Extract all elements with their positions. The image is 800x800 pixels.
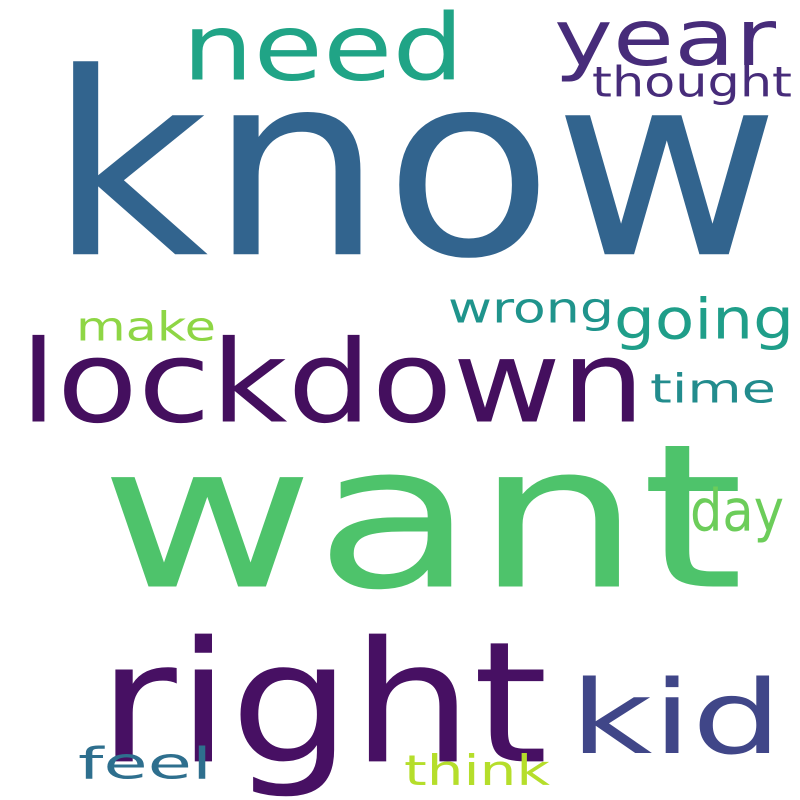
word-thought: thought [592, 58, 792, 107]
word-going: going [614, 287, 794, 353]
word-day: day [690, 477, 784, 545]
word-think: think [404, 746, 550, 795]
word-know: know [48, 18, 780, 315]
word-need: need [182, 0, 464, 102]
word-kid: kid [570, 659, 782, 778]
word-right: right [98, 606, 548, 800]
word-wrong: wrong [448, 284, 614, 333]
word-time: time [650, 366, 776, 413]
word-want: want [100, 401, 744, 635]
word-lockdown: lockdown [20, 315, 645, 449]
word-make: make [76, 304, 216, 351]
word-year: year [554, 0, 776, 85]
word-feel: feel [78, 738, 212, 790]
